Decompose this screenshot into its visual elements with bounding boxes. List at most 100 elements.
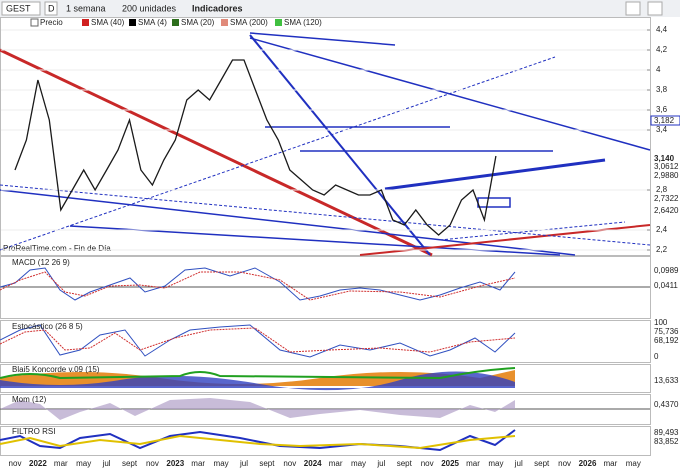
koncorde-blue	[0, 371, 515, 391]
period[interactable]: 1 semana	[66, 3, 106, 13]
legend-label: Precio	[40, 18, 63, 27]
panel-title: Estocástico (26 8 5)	[12, 322, 83, 331]
x-tick-label: mar	[604, 459, 618, 468]
x-tick-label: may	[626, 459, 641, 468]
x-tick-label: nov	[9, 459, 22, 468]
y-tick-label: 4	[656, 65, 661, 74]
x-tick-label: mar	[191, 459, 205, 468]
panel-title: FILTRO RSI	[12, 427, 55, 436]
indicators	[0, 267, 650, 452]
trendline	[249, 32, 396, 46]
panel-label: 0	[654, 352, 659, 361]
price-label: 3,140	[654, 154, 675, 163]
panel-label: 0,0989	[654, 266, 679, 275]
x-tick-label: sept	[259, 459, 275, 468]
x-tick-label: may	[214, 459, 229, 468]
panel-label: 0,0411	[654, 281, 678, 290]
x-tick-label: jul	[102, 459, 111, 468]
signal-line	[0, 271, 516, 301]
y-tick-label: 3,6	[656, 105, 668, 114]
legend-swatch	[30, 18, 39, 27]
settings-button[interactable]	[647, 1, 663, 16]
trendline	[384, 158, 606, 191]
x-tick-label: 2023	[166, 459, 184, 468]
x-tick-label: jul	[239, 459, 248, 468]
x-tick-label: jul	[514, 459, 523, 468]
legend-swatch	[82, 19, 89, 26]
legend-swatch	[172, 19, 179, 26]
x-tick-label: 2025	[441, 459, 459, 468]
legend-label: SMA (4)	[138, 18, 167, 27]
y-tick-label: 4,4	[656, 25, 668, 34]
y-tick-label: 3,8	[656, 85, 668, 94]
koncorde-green	[0, 367, 516, 380]
trendline	[0, 48, 433, 257]
stoch-panel	[0, 320, 651, 363]
trendline	[249, 34, 431, 256]
x-tick-label: sept	[122, 459, 138, 468]
x-tick-label: may	[488, 459, 503, 468]
x-tick-label: mar	[466, 459, 480, 468]
trendline	[0, 56, 556, 251]
x-tick-label: may	[76, 459, 91, 468]
price-label: 3,182	[654, 116, 675, 125]
x-tick-label: sept	[397, 459, 413, 468]
stoch-d	[0, 327, 516, 353]
panel-title: Blai5 Koncorde v.09 (15)	[12, 365, 100, 374]
camera-button[interactable]	[625, 1, 641, 16]
macd-line	[0, 267, 516, 301]
x-tick-label: nov	[421, 459, 434, 468]
legend-label: SMA (200)	[230, 18, 268, 27]
mom-area	[0, 398, 515, 420]
panel-label: 83,852	[654, 437, 679, 446]
price-panel	[0, 17, 651, 256]
source-note: ProRealTime.com - Fin de Día	[3, 244, 111, 253]
mode-box[interactable]	[44, 1, 58, 16]
x-tick-label: mar	[54, 459, 68, 468]
panel-label: 89,493	[654, 428, 679, 437]
indicators[interactable]: Indicadores	[192, 3, 243, 13]
x-tick-label: jul	[376, 459, 385, 468]
price-label: 2,9880	[654, 171, 679, 180]
y-tick-label: 2,2	[656, 245, 668, 254]
trendlines	[0, 32, 651, 257]
x-tick-label: nov	[283, 459, 296, 468]
mode: D	[48, 3, 55, 13]
symbol: GEST	[6, 3, 31, 13]
trendline	[439, 221, 626, 241]
rsi-line	[0, 429, 516, 452]
y-tick-label: 2,4	[656, 225, 668, 234]
legend-swatch	[129, 19, 136, 26]
legend-label: SMA (120)	[284, 18, 322, 27]
panel-label: 100	[654, 318, 668, 327]
x-tick-label: nov	[146, 459, 159, 468]
panel-title: MACD (12 26 9)	[12, 258, 70, 267]
rsi-filter	[0, 434, 516, 450]
price-line	[14, 59, 497, 236]
legend: Precio SMA (40) SMA (4) SMA (20) SMA (20…	[30, 18, 322, 27]
panel-label: 13,633	[654, 376, 679, 385]
panel-label: 68,192	[654, 336, 679, 345]
price-label: 2,6420	[654, 206, 679, 215]
x-tick-label: sept	[534, 459, 550, 468]
box	[477, 197, 511, 208]
y-tick-label: 2,8	[656, 185, 668, 194]
x-tick-label: nov	[558, 459, 571, 468]
units[interactable]: 200 unidades	[122, 3, 177, 13]
symbol-box[interactable]	[1, 1, 41, 16]
stoch-k	[0, 324, 516, 358]
panel-label: 75,736	[654, 327, 679, 336]
x-tick-label: may	[351, 459, 366, 468]
legend-swatch	[221, 19, 228, 26]
legend-swatch	[275, 19, 282, 26]
toolbar	[0, 0, 680, 17]
panel-title: Mom (12)	[12, 395, 47, 404]
x-tick-label: 2022	[29, 459, 47, 468]
trendline	[0, 189, 576, 256]
x-tick-label: 2026	[579, 459, 597, 468]
y-tick-label: 4,2	[656, 45, 668, 54]
x-tick-label: mar	[329, 459, 343, 468]
price-label-box	[650, 115, 680, 126]
price-label: 3,0612	[654, 162, 679, 171]
